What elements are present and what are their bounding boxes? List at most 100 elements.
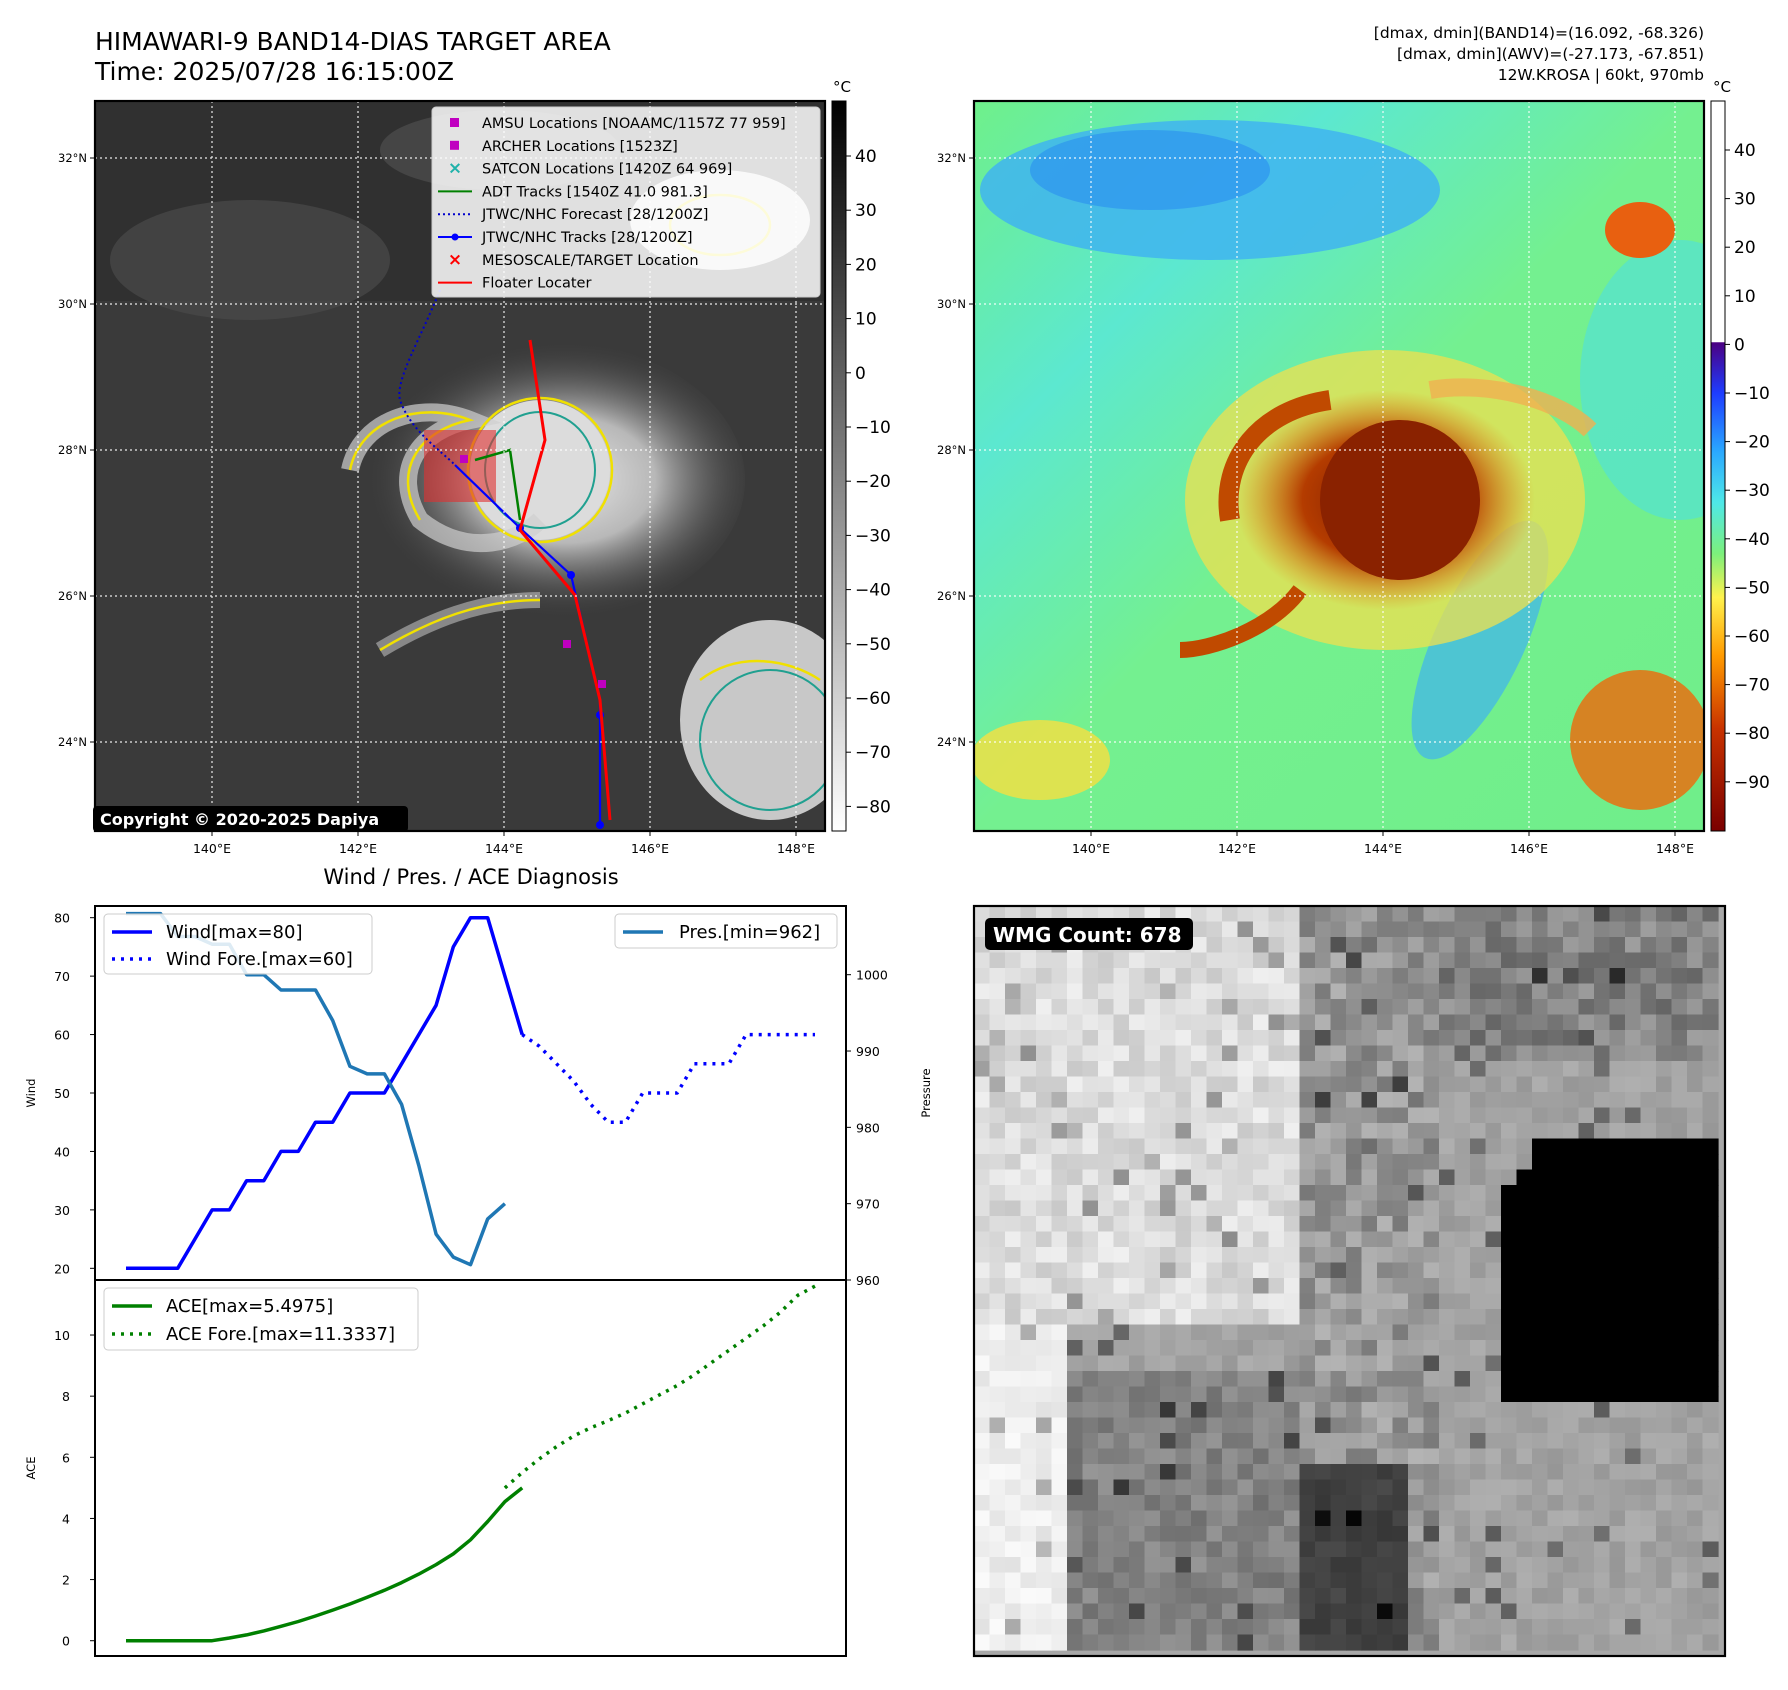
wmg-pixel bbox=[1640, 1541, 1657, 1558]
wmg-pixel bbox=[1640, 1386, 1657, 1403]
wmg-pixel bbox=[1408, 1231, 1425, 1248]
wmg-pixel bbox=[1423, 1464, 1440, 1481]
wmg-pixel bbox=[1206, 1634, 1223, 1651]
wmg-pixel bbox=[1113, 1619, 1130, 1636]
wmg-pixel bbox=[1330, 1076, 1347, 1093]
wmg-pixel bbox=[1082, 1107, 1099, 1124]
wmg-pixel bbox=[1470, 1557, 1487, 1574]
wmg-pixel bbox=[1687, 1123, 1704, 1140]
wmg-pixel bbox=[1051, 983, 1068, 1000]
wmg-pixel bbox=[1439, 1572, 1456, 1589]
wmg-pixel bbox=[1377, 1216, 1394, 1233]
wmg-pixel bbox=[1516, 1169, 1533, 1186]
wmg-pixel bbox=[1547, 1510, 1564, 1527]
wmg-pixel bbox=[1175, 1231, 1192, 1248]
ir-map-lon-label: 140°E bbox=[193, 841, 231, 856]
wmg-pixel bbox=[1237, 1603, 1254, 1620]
wmg-pixel bbox=[1299, 1061, 1316, 1078]
wmg-pixel bbox=[1578, 999, 1595, 1016]
wmg-pixel bbox=[1082, 1231, 1099, 1248]
wmg-pixel bbox=[1175, 1433, 1192, 1450]
wmg-pixel bbox=[1144, 952, 1161, 969]
wmg-pixel bbox=[1113, 1433, 1130, 1450]
wmg-pixel bbox=[1377, 1619, 1394, 1636]
wmg-pixel bbox=[1330, 1479, 1347, 1496]
wmg-pixel bbox=[1547, 1247, 1564, 1264]
wmg-pixel bbox=[1067, 1216, 1084, 1233]
wmg-pixel bbox=[1020, 1541, 1037, 1558]
wmg-pixel bbox=[1330, 906, 1347, 923]
wmg-pixel bbox=[1253, 1200, 1270, 1217]
wmg-pixel bbox=[1067, 1278, 1084, 1295]
wmg-pixel bbox=[1253, 1588, 1270, 1605]
wmg-pixel bbox=[1532, 1603, 1549, 1620]
wmg-pixel bbox=[1191, 1076, 1208, 1093]
wmg-pixel bbox=[1547, 1278, 1564, 1295]
wmg-pixel bbox=[1408, 1154, 1425, 1171]
wmg-pixel bbox=[1051, 1479, 1068, 1496]
wmg-pixel bbox=[989, 1510, 1006, 1527]
wmg-pixel bbox=[1656, 1278, 1673, 1295]
wmg-pixel bbox=[1129, 1417, 1146, 1434]
wmg-pixel bbox=[1454, 1433, 1471, 1450]
wmg-pixel bbox=[1113, 1572, 1130, 1589]
wmg-pixel bbox=[1687, 1340, 1704, 1357]
wmg-pixel bbox=[1191, 983, 1208, 1000]
wmg-pixel bbox=[1454, 1464, 1471, 1481]
wmg-pixel bbox=[1454, 1014, 1471, 1031]
wmg-pixel bbox=[1671, 1448, 1688, 1465]
wmg-pixel bbox=[1640, 1092, 1657, 1109]
wmg-pixel bbox=[974, 1355, 991, 1372]
wmg-pixel bbox=[1020, 1557, 1037, 1574]
wmg-pixel bbox=[1330, 1603, 1347, 1620]
wmg-pixel bbox=[1098, 1076, 1115, 1093]
wmg-pixel bbox=[1237, 1185, 1254, 1202]
wmg-pixel bbox=[1687, 1541, 1704, 1558]
wmg-pixel bbox=[1160, 999, 1177, 1016]
wmg-pixel bbox=[1408, 968, 1425, 985]
wmg-pixel bbox=[1144, 1030, 1161, 1047]
wmg-pixel bbox=[1702, 1324, 1719, 1341]
wmg-pixel bbox=[1594, 1185, 1611, 1202]
wmg-pixel bbox=[1656, 1231, 1673, 1248]
wmg-pixel bbox=[1609, 1464, 1626, 1481]
wmg-pixel bbox=[1067, 1092, 1084, 1109]
wmg-pixel bbox=[1222, 921, 1239, 938]
wind-y-tick-label: 20 bbox=[54, 1261, 70, 1276]
wmg-pixel bbox=[1284, 1293, 1301, 1310]
wmg-pixel bbox=[1470, 1541, 1487, 1558]
wmg-pixel bbox=[1408, 1061, 1425, 1078]
wmg-pixel bbox=[1702, 1293, 1719, 1310]
wmg-pixel bbox=[1516, 1293, 1533, 1310]
ir-colorbar-tick-label: 30 bbox=[855, 201, 877, 221]
wmg-pixel bbox=[1005, 1619, 1022, 1636]
wmg-pixel bbox=[1113, 1510, 1130, 1527]
wmg-pixel bbox=[1439, 1185, 1456, 1202]
wmg-pixel bbox=[1516, 1200, 1533, 1217]
wmg-pixel bbox=[1315, 1169, 1332, 1186]
wmg-pixel bbox=[1392, 1355, 1409, 1372]
wmg-pixel bbox=[1222, 1278, 1239, 1295]
diagnosis-title: Wind / Pres. / ACE Diagnosis bbox=[323, 865, 618, 889]
wmg-pixel bbox=[1330, 1154, 1347, 1171]
wmg-pixel bbox=[1237, 1169, 1254, 1186]
figure-time: Time: 2025/07/28 16:15:00Z bbox=[94, 57, 454, 86]
wmg-pixel bbox=[1361, 1603, 1378, 1620]
wmg-pixel bbox=[1671, 952, 1688, 969]
wmg-pixel bbox=[1609, 1216, 1626, 1233]
wmg-pixel bbox=[1346, 1386, 1363, 1403]
wmg-pixel bbox=[1671, 1061, 1688, 1078]
wmg-pixel bbox=[1082, 1619, 1099, 1636]
wmg-pixel bbox=[1625, 1154, 1642, 1171]
wmg-pixel bbox=[974, 1200, 991, 1217]
wmg-pixel bbox=[1439, 983, 1456, 1000]
wmg-pixel bbox=[1361, 1526, 1378, 1543]
wmg-pixel bbox=[989, 1619, 1006, 1636]
wmg-pixel bbox=[1656, 1448, 1673, 1465]
wmg-pixel bbox=[1346, 1014, 1363, 1031]
wmg-pixel bbox=[1253, 1603, 1270, 1620]
wmg-pixel bbox=[1361, 1433, 1378, 1450]
wmg-pixel bbox=[1547, 1572, 1564, 1589]
wmg-pixel bbox=[1206, 968, 1223, 985]
